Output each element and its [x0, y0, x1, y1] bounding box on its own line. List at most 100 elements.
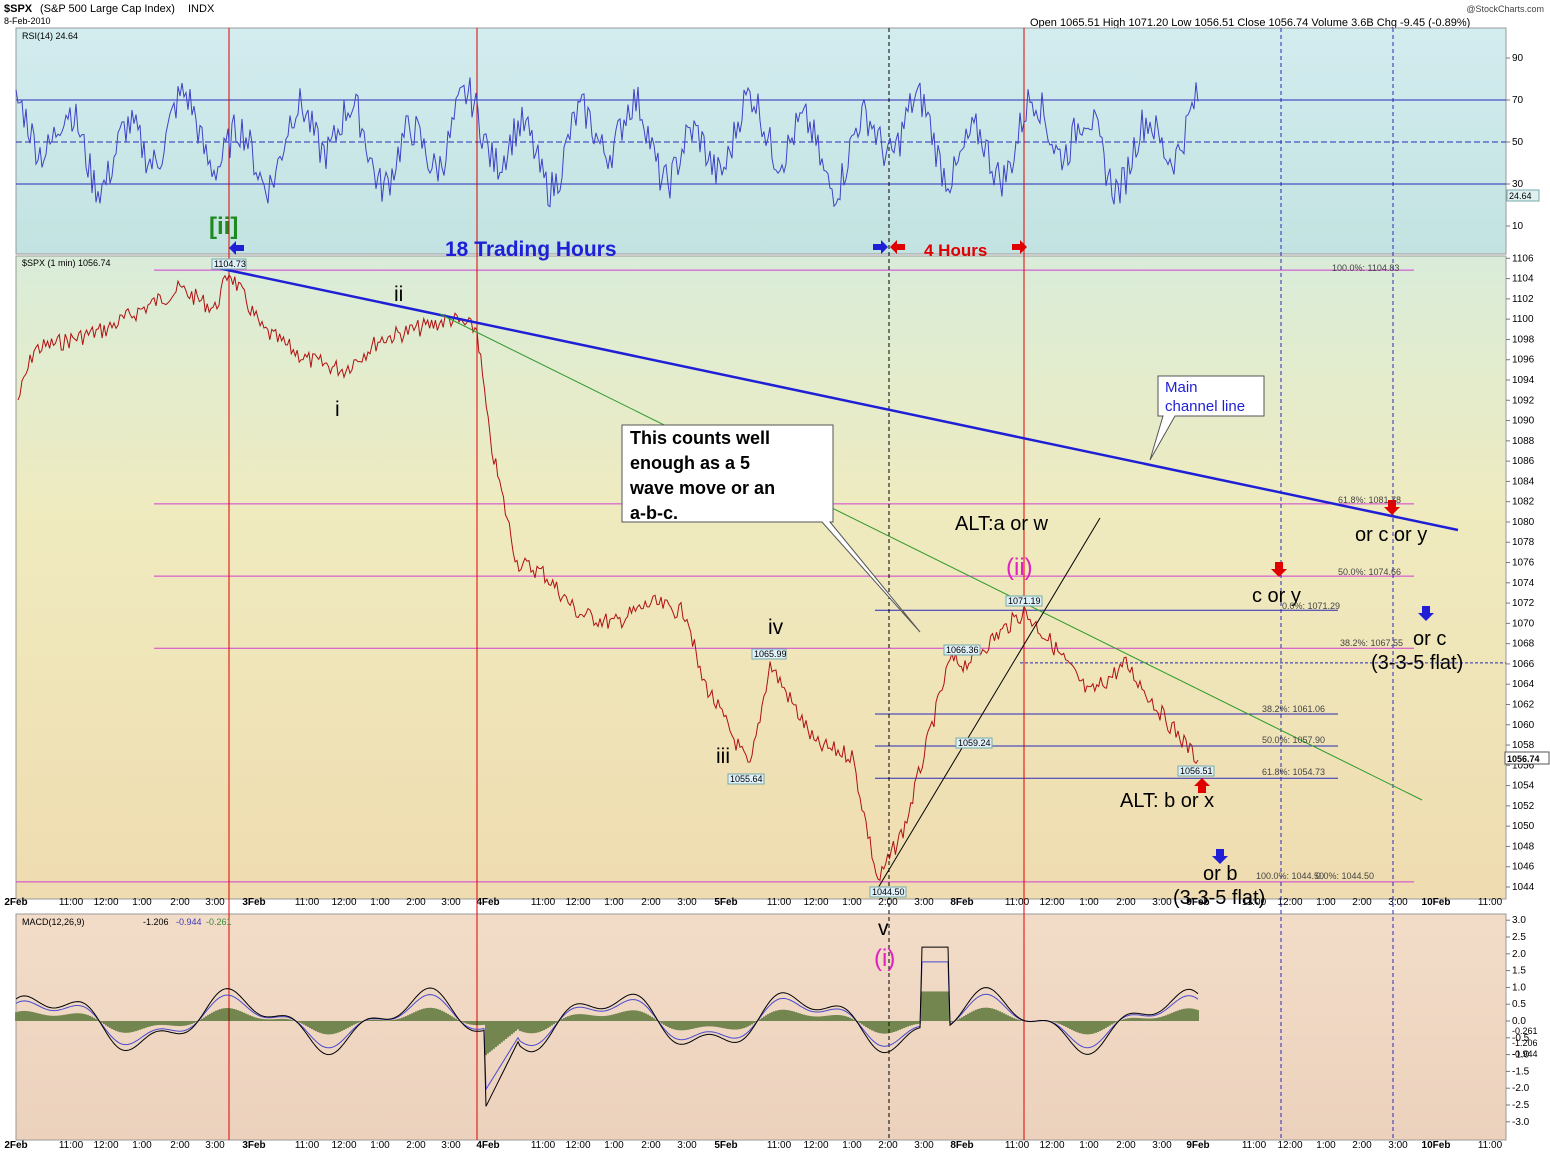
price-tick-label: 1062: [1512, 699, 1535, 710]
price-tick-label: 1094: [1512, 375, 1535, 386]
price-tick-label: 1096: [1512, 355, 1535, 366]
wave-v-label: v: [878, 917, 889, 940]
macd-time-axis-label: 3:00: [914, 1140, 934, 1151]
macd-time-axis-label: 11:00: [767, 1140, 792, 1151]
fib-label: 100.0%: 1044.50: [1256, 871, 1324, 881]
macd-time-axis-label: 2Feb: [4, 1140, 27, 1151]
rsi-label: RSI(14) 24.64: [22, 31, 78, 41]
time-axis-label: 2:00: [1116, 897, 1136, 908]
time-axis-label: 3:00: [441, 897, 461, 908]
rsi-tick-label: 90: [1512, 53, 1524, 64]
time-axis-label: 12:00: [565, 897, 590, 908]
price-tick-label: 1074: [1512, 578, 1535, 589]
macd-tick-label: -1.0: [1512, 1050, 1530, 1061]
macd-time-axis-label: 3:00: [1388, 1140, 1408, 1151]
macd-tick-label: 1.5: [1512, 966, 1526, 977]
quote-summary: Open 1065.51 High 1071.20 Low 1056.51 Cl…: [1030, 17, 1470, 29]
macd-time-axis-label: 1:00: [132, 1140, 152, 1151]
arrow-left-icon: [229, 241, 244, 255]
four-hours-label: 4 Hours: [924, 241, 987, 260]
trading-hours-label: 18 Trading Hours: [445, 238, 617, 261]
time-axis-label: 12:00: [1039, 897, 1064, 908]
time-axis-label: 2Feb: [4, 897, 27, 908]
rsi-panel: [15, 27, 1507, 255]
time-axis-label: 11:00: [295, 897, 320, 908]
symbol: $SPX: [4, 3, 33, 15]
time-axis-label: 2:00: [878, 897, 898, 908]
macd-time-axis-label: 2:00: [406, 1140, 426, 1151]
channel-callout: Main channel line: [1149, 375, 1265, 461]
price-tag: 1071.19: [1008, 596, 1041, 606]
wave-ii-label: ii: [394, 283, 403, 306]
macd-right-value: -0.261: [1512, 1026, 1538, 1036]
macd-panel: [15, 913, 1507, 1141]
price-tag: 1044.50: [872, 887, 905, 897]
macd-time-axis-label: 11:00: [1005, 1140, 1030, 1151]
arrow-right-icon: [873, 240, 888, 254]
wave-iii-label: iii: [716, 745, 730, 768]
fib-label: 61.8%: 1081.78: [1338, 495, 1401, 505]
time-axis-label: 11:00: [1005, 897, 1030, 908]
macd-tick-label: 2.5: [1512, 932, 1526, 943]
price-tick-label: 1044: [1512, 882, 1535, 893]
macd-time-axis-label: 2:00: [170, 1140, 190, 1151]
time-axis-label: 1:00: [132, 897, 152, 908]
chart-date: 8-Feb-2010: [4, 16, 51, 26]
channel-line-1: Main: [1165, 379, 1198, 396]
rsi-tick-label: 30: [1512, 179, 1524, 190]
price-tick-label: 1052: [1512, 801, 1535, 812]
macd-time-axis-label: 2:00: [1116, 1140, 1136, 1151]
macd-tick-label: 0.5: [1512, 999, 1526, 1010]
time-axis-label: 3:00: [1388, 897, 1408, 908]
callout-line-1: This counts well: [630, 428, 770, 448]
price-tick-label: 1076: [1512, 558, 1535, 569]
macd-time-axis-label: 11:00: [1242, 1140, 1267, 1151]
macd-label: MACD(12,26,9): [22, 917, 85, 927]
time-axis-label: 4Feb: [476, 897, 499, 908]
time-axis-label: 1:00: [604, 897, 624, 908]
macd-time-axis-label: 3:00: [1152, 1140, 1172, 1151]
index-name: (S&P 500 Large Cap Index): [40, 3, 175, 15]
fib-label: 38.2%: 1067.55: [1340, 638, 1403, 648]
macd-time-axis-label: 4Feb: [476, 1140, 499, 1151]
macd-v2: -0.944: [176, 917, 202, 927]
time-axis-label: 2:00: [641, 897, 661, 908]
macd-tick-label: -2.5: [1512, 1100, 1530, 1111]
macd-tick-label: -3.0: [1512, 1117, 1530, 1128]
macd-signal-line: [15, 961, 1199, 1091]
time-axis-label: 5Feb: [714, 897, 737, 908]
time-axis-label: 3:00: [205, 897, 225, 908]
wave-i-label: i: [335, 398, 340, 421]
callout-box: This counts well enough as a 5 wave move…: [621, 424, 921, 633]
macd-tick-label: -1.5: [1512, 1066, 1530, 1077]
macd-tick-label: 2.0: [1512, 949, 1526, 960]
wave-i-paren-label: (i): [874, 945, 895, 972]
arrow-up-icon: [1194, 778, 1210, 793]
or-c-or-y-label: or c or y: [1355, 524, 1427, 546]
time-axis-label: 11:00: [1242, 897, 1267, 908]
alt-b-or-x-label: ALT: b or x: [1120, 790, 1214, 812]
arrow-down-icon: [1271, 562, 1287, 577]
macd-time-axis-label: 11:00: [59, 1140, 84, 1151]
macd-line: [15, 946, 1199, 1107]
macd-right-value: -0.944: [1512, 1049, 1538, 1059]
flat-label-1: (3-3-5 flat): [1371, 652, 1463, 674]
c-or-y-label: c or y: [1252, 585, 1301, 607]
arrow-right-icon: [1012, 240, 1027, 254]
time-axis-label: 12:00: [1277, 897, 1302, 908]
price-tick-label: 1098: [1512, 334, 1535, 345]
channel-line-2: channel line: [1165, 398, 1245, 415]
price-tags: 1104.73 1065.99 1055.64 1044.50 1066.36 …: [211, 258, 1215, 898]
time-axis-label: 10Feb: [1422, 897, 1451, 908]
price-tick-label: 1084: [1512, 476, 1535, 487]
fib-label: 0.0%: 1071.29: [1282, 601, 1340, 611]
price-series-line: [17, 273, 1199, 882]
wave-ii-bracket-label: [ii]: [209, 213, 238, 240]
macd-tick-label: -2.0: [1512, 1083, 1530, 1094]
price-tick-label: 1080: [1512, 517, 1535, 528]
time-axis-label: 12:00: [93, 897, 118, 908]
macd-time-axis-label: 12:00: [565, 1140, 590, 1151]
arrow-left-icon: [890, 240, 905, 254]
arrow-down-icon: [1384, 500, 1400, 515]
